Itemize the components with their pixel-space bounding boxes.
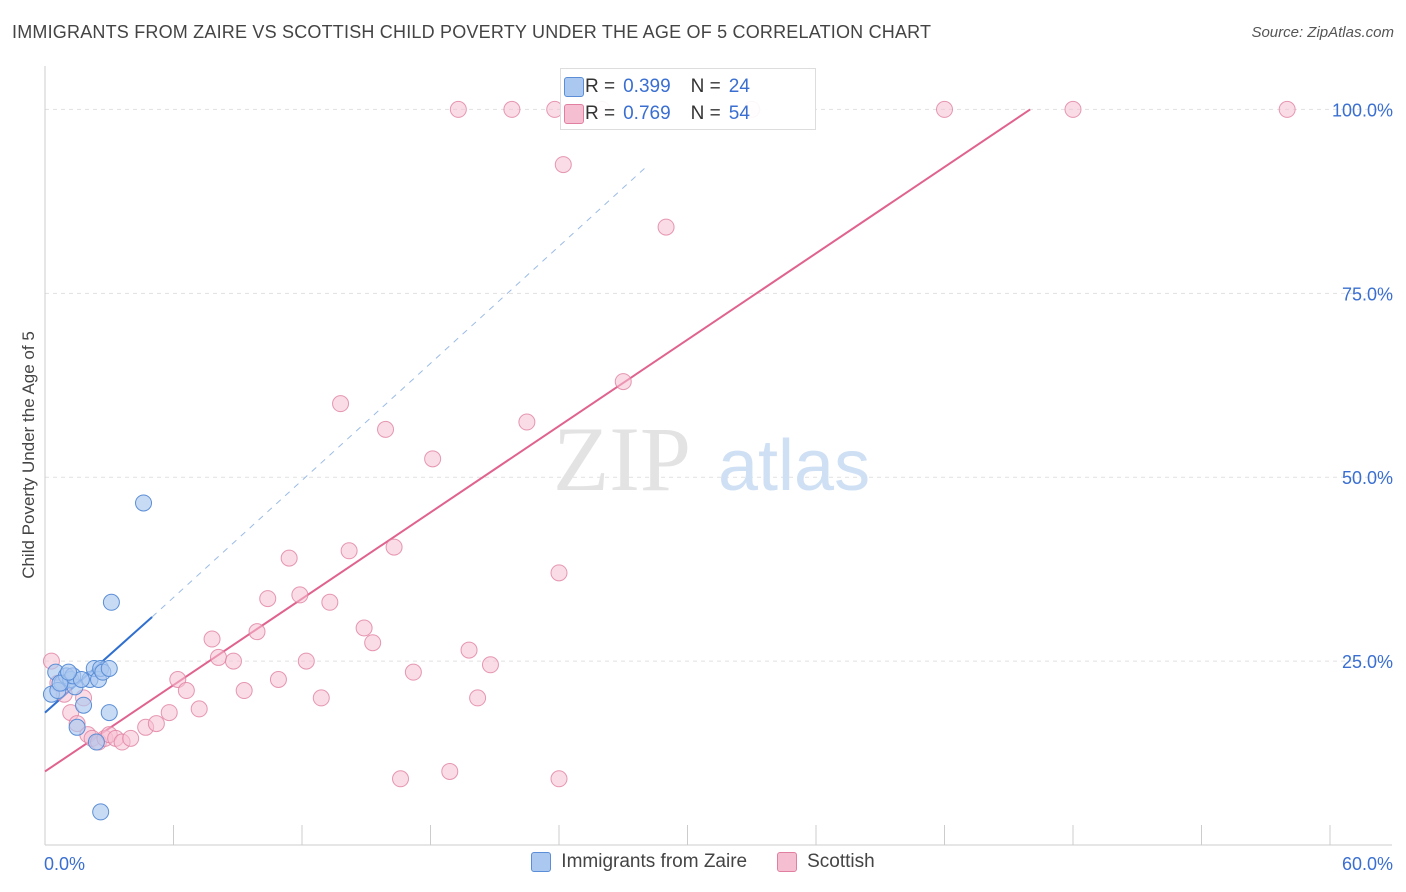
stats-n-value: 24: [728, 76, 750, 97]
stats-n-value: 54: [728, 103, 750, 124]
trend-lines: [44, 108, 1031, 773]
legend-item-scottish[interactable]: Scottish: [777, 851, 875, 873]
chart-title: IMMIGRANTS FROM ZAIRE VS SCOTTISH CHILD …: [12, 22, 932, 42]
y-axis-label: Child Poverty Under the Age of 5: [19, 331, 38, 579]
point-zaire: [72, 670, 90, 688]
watermark-zip: ZIP: [553, 408, 691, 510]
point-scottish: [280, 549, 298, 567]
y-tick-label: 100.0%: [1332, 100, 1393, 120]
point-scottish: [518, 413, 536, 431]
legend-label-scottish: Scottish: [807, 851, 875, 872]
point-zaire: [102, 593, 120, 611]
point-scottish: [203, 630, 221, 648]
point-scottish: [147, 715, 165, 733]
point-scottish: [1064, 100, 1082, 118]
point-zaire: [68, 718, 86, 736]
y-tick-label: 25.0%: [1342, 652, 1393, 672]
watermark: ZIP atlas: [553, 408, 870, 510]
source-label: Source: ZipAtlas.com: [1251, 24, 1394, 41]
point-scottish: [321, 593, 339, 611]
legend: Immigrants from Zaire Scottish: [0, 851, 1406, 873]
grid-lines: [45, 108, 1392, 662]
point-scottish: [377, 420, 395, 438]
stats-n-label: N =: [690, 76, 721, 97]
point-scottish: [291, 586, 309, 604]
point-zaire: [60, 663, 78, 681]
point-scottish: [481, 656, 499, 674]
point-scottish: [332, 395, 350, 413]
stats-r-value: 0.769: [623, 103, 671, 124]
y-tick-label: 75.0%: [1342, 284, 1393, 304]
point-zaire: [92, 803, 110, 821]
tick-labels: 25.0% 50.0% 75.0% 100.0% 0.0% 60.0% Child Pove…: [19, 100, 1393, 874]
point-scottish: [657, 218, 675, 236]
point-zaire: [100, 704, 118, 722]
point-scottish: [424, 450, 442, 468]
point-scottish: [235, 682, 253, 700]
trend-line-scottish: [44, 108, 1031, 773]
stats-row-zaire: R = 0.399 N = 24: [564, 74, 750, 100]
point-scottish: [460, 641, 478, 659]
stats-swatch-scottish: [564, 104, 584, 124]
legend-swatch-zaire: [531, 852, 552, 872]
point-scottish: [385, 538, 403, 556]
point-zaire: [87, 733, 105, 751]
point-scottish: [503, 100, 521, 118]
point-scottish: [355, 619, 373, 637]
stats-r-label: R =: [585, 76, 616, 97]
point-zaire: [135, 494, 153, 512]
watermark-atlas: atlas: [718, 426, 870, 506]
point-scottish: [554, 156, 572, 174]
axes: [44, 66, 1392, 846]
point-scottish: [469, 689, 487, 707]
point-scottish: [177, 682, 195, 700]
y-tick-label: 50.0%: [1342, 468, 1393, 488]
stats-swatch-zaire: [564, 77, 584, 97]
point-scottish: [614, 373, 632, 391]
point-scottish: [340, 542, 358, 560]
point-scottish: [449, 100, 467, 118]
point-scottish: [550, 564, 568, 582]
stats-r-value: 0.399: [623, 76, 671, 97]
point-scottish: [297, 652, 315, 670]
point-scottish: [364, 634, 382, 652]
point-scottish: [404, 663, 422, 681]
point-scottish: [936, 100, 953, 118]
point-scottish: [160, 704, 178, 722]
x-tick-label: 0.0%: [44, 854, 85, 874]
stats-r-label: R =: [585, 103, 616, 124]
point-scottish: [209, 648, 227, 666]
point-scottish: [190, 700, 208, 718]
stats-row-scottish: R = 0.769 N = 54: [564, 101, 750, 127]
trend-line-zaire-extension: [151, 167, 646, 618]
legend-item-zaire[interactable]: Immigrants from Zaire: [531, 851, 747, 873]
point-scottish: [248, 623, 266, 641]
point-zaire: [75, 696, 93, 714]
point-scottish: [269, 670, 287, 688]
point-scottish: [122, 729, 140, 747]
legend-label-zaire: Immigrants from Zaire: [561, 851, 748, 872]
point-scottish: [441, 762, 459, 780]
point-scottish: [224, 652, 242, 670]
stats-n-label: N =: [690, 103, 721, 124]
point-scottish: [312, 689, 330, 707]
point-scottish: [259, 590, 277, 608]
point-scottish: [550, 770, 568, 788]
x-tick-label: 60.0%: [1342, 854, 1393, 874]
stats-box: R = 0.399 N = 24 R = 0.769 N = 54: [560, 68, 816, 130]
point-scottish: [392, 770, 410, 788]
point-zaire: [100, 659, 118, 677]
point-scottish: [1278, 100, 1296, 118]
legend-swatch-scottish: [777, 852, 798, 872]
